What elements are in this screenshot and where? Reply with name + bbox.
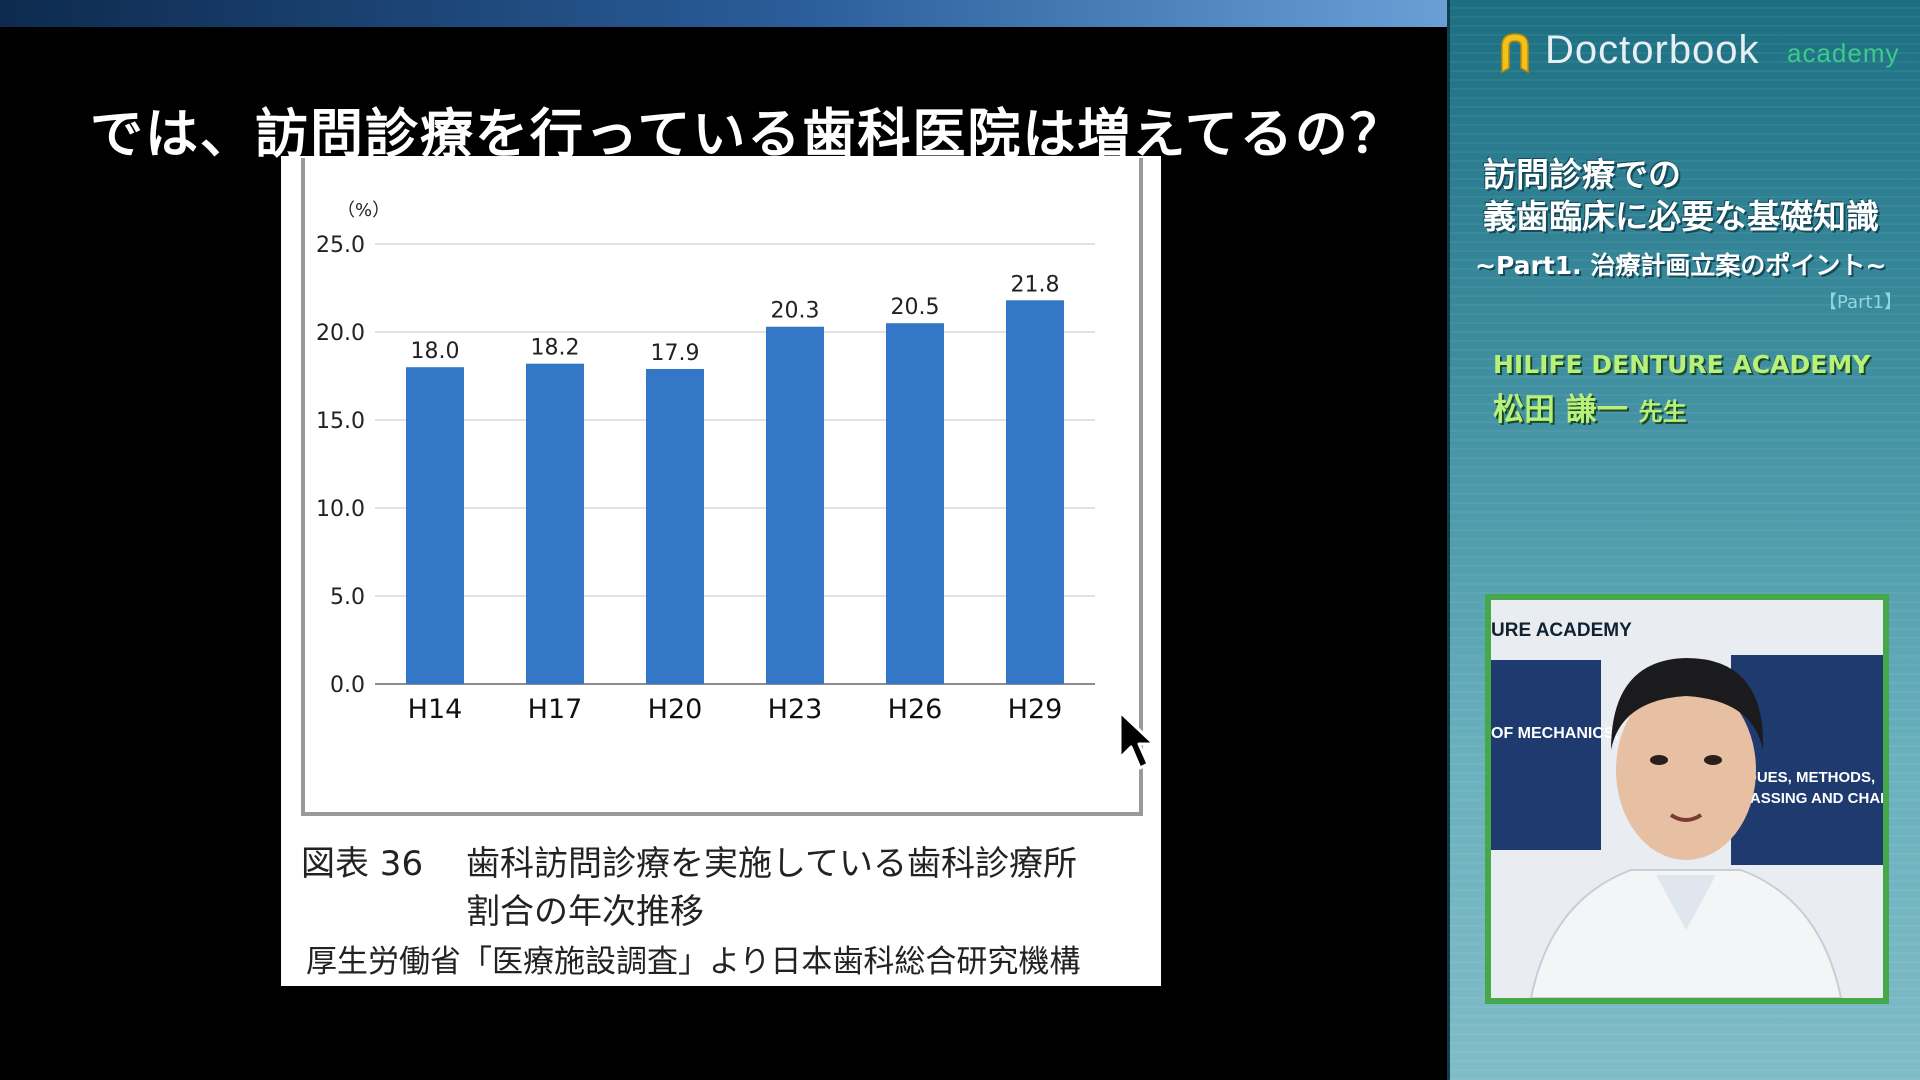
- mouse-cursor-icon: [1118, 710, 1156, 770]
- data-label: 20.3: [771, 299, 820, 324]
- figure-source: 厚生労働省「医療施設調査」より日本歯科総合研究機構: [306, 944, 1081, 980]
- lecture-sidebar: Doctorbook academy 訪問診療での 義歯臨床に必要な基礎知識 ~…: [1447, 0, 1920, 1080]
- x-tick-label: H17: [528, 694, 583, 725]
- part-tag: 【Part1】: [1819, 292, 1902, 313]
- data-label: 18.0: [411, 339, 460, 364]
- lecturer-honorific: 先生: [1638, 398, 1687, 426]
- lecturer-name: 松田 謙一 先生: [1493, 384, 1687, 429]
- figure-panel: （%） 0.0 5.0 10.0 15.0 20.0 25.0 18.0 H14 18.2 H17 1…: [281, 156, 1161, 986]
- bar: [766, 326, 824, 684]
- backdrop-text-1: URE ACADEMY: [1491, 620, 1632, 641]
- lecture-title-line1: 訪問診療での: [1483, 155, 1681, 194]
- lecturer-video: URE ACADEMY OF MECHANICS, IQUES, METHODS…: [1485, 594, 1889, 1004]
- y-tick-label: 0.0: [330, 673, 365, 698]
- bar: [646, 368, 704, 684]
- bar: [406, 367, 464, 684]
- x-tick-label: H26: [888, 694, 943, 725]
- figure-caption-text: 歯科訪問診療を実施している歯科診療所: [466, 844, 1077, 884]
- academy-name: HILIFE DENTURE ACADEMY: [1493, 350, 1871, 379]
- data-label: 17.9: [651, 341, 700, 366]
- logo-subtext: academy: [1787, 38, 1900, 68]
- y-tick-label: 10.0: [316, 497, 365, 522]
- bar-chart: （%） 0.0 5.0 10.0 15.0 20.0 25.0 18.0 H14 18.2 H17 1…: [316, 200, 1095, 725]
- slide-area: では、訪問診療を行っている歯科医院は増えてるの？ （%） 0.0 5.0 10.0 15…: [0, 0, 1447, 986]
- figure-caption: 図表 36 歯科訪問診療を実施している歯科診療所: [301, 836, 1161, 885]
- x-tick-label: H23: [768, 694, 823, 725]
- bookmark-logo-icon: [1501, 33, 1529, 74]
- x-tick-label: H29: [1008, 694, 1063, 725]
- logo-text: Doctorbook: [1545, 28, 1760, 72]
- figure-number: 図表 36: [301, 844, 424, 884]
- lecture-subtitle: ~Part1. 治療計画立案のポイント~: [1475, 251, 1887, 280]
- bar: [1006, 300, 1064, 684]
- data-label: 18.2: [531, 336, 580, 361]
- y-tick-label: 20.0: [316, 321, 365, 346]
- x-tick-label: H20: [648, 694, 703, 725]
- bar: [886, 323, 944, 684]
- lecturer-name-text: 松田 謙一: [1493, 392, 1628, 428]
- video-feed: URE ACADEMY OF MECHANICS, IQUES, METHODS…: [1491, 600, 1883, 998]
- backdrop-text-3: IQUES, METHODS,: [1741, 769, 1875, 786]
- y-tick-label: 15.0: [316, 409, 365, 434]
- lecture-title-line2: 義歯臨床に必要な基礎知識: [1483, 197, 1879, 236]
- chart-frame: （%） 0.0 5.0 10.0 15.0 20.0 25.0 18.0 H14 18.2 H17 1…: [301, 158, 1143, 816]
- figure-caption-continued: 割合の年次推移: [466, 892, 704, 932]
- x-tick-label: H14: [408, 694, 463, 725]
- bar: [526, 363, 584, 684]
- y-axis-unit: （%）: [337, 200, 390, 221]
- y-tick-label: 5.0: [330, 585, 365, 610]
- sidebar-divider: [1447, 0, 1450, 1080]
- data-label: 21.8: [1011, 272, 1060, 297]
- slide-top-strip: [0, 0, 1447, 27]
- data-label: 20.5: [891, 295, 940, 320]
- y-tick-label: 25.0: [316, 233, 365, 258]
- slide-title: では、訪問診療を行っている歯科医院は増えてるの？: [90, 104, 1405, 165]
- backdrop-text-2: OF MECHANICS,: [1491, 725, 1619, 742]
- backdrop-text-4: PASSING AND CHAN: [1741, 790, 1883, 807]
